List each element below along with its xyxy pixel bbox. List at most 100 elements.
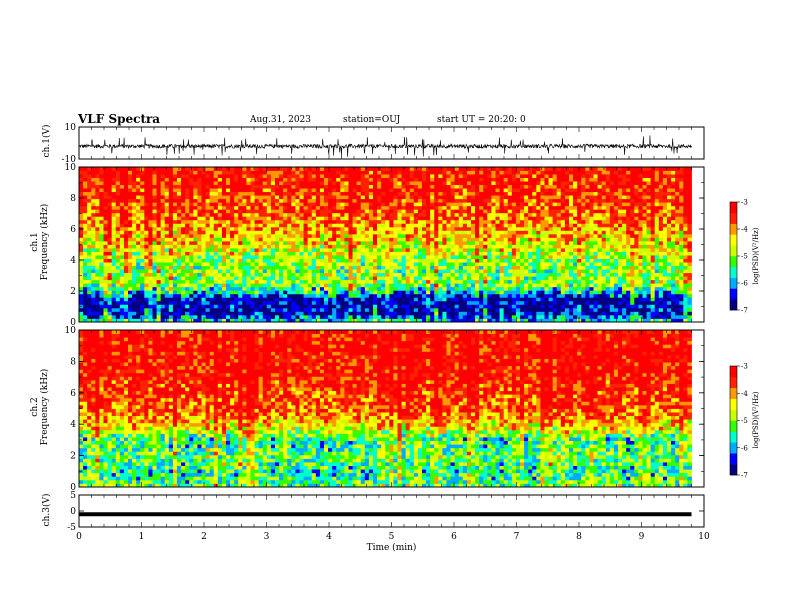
spectrogram-cell bbox=[385, 272, 390, 277]
spectrogram-cell bbox=[213, 255, 219, 259]
spectrogram-cell bbox=[115, 307, 121, 312]
spectrogram-cell bbox=[91, 244, 96, 249]
spectrogram-cell bbox=[83, 300, 88, 305]
spectrogram-cell bbox=[377, 300, 382, 305]
spectrogram-cell bbox=[205, 258, 211, 263]
spectrogram-cell bbox=[258, 297, 264, 302]
spectrogram-cell bbox=[193, 248, 198, 252]
spectrogram-cell bbox=[373, 244, 378, 249]
spectrogram-cell bbox=[242, 195, 247, 200]
spectrogram-cell bbox=[103, 318, 108, 323]
spectrogram-cell bbox=[458, 240, 464, 245]
spectrogram-cell bbox=[83, 318, 88, 323]
spectrogram-cell bbox=[520, 293, 525, 298]
spectrogram-cell bbox=[103, 258, 108, 263]
spectrogram-cell bbox=[160, 307, 166, 312]
spectrogram-cell bbox=[348, 293, 353, 298]
spectrogram-cell bbox=[123, 258, 129, 263]
spectrogram-cell bbox=[270, 293, 276, 298]
spectrogram-cell bbox=[471, 279, 476, 284]
spectrogram-cell bbox=[340, 244, 345, 249]
spectrogram-cell bbox=[107, 191, 113, 196]
spectrogram-cell bbox=[332, 226, 337, 231]
spectrogram-cell bbox=[528, 311, 533, 316]
spectrogram-cell bbox=[205, 265, 211, 270]
spectrogram-cell bbox=[520, 167, 525, 171]
spectrogram-cell bbox=[397, 181, 402, 186]
spectrogram-cell bbox=[466, 279, 472, 284]
spectrogram-cell bbox=[377, 212, 382, 217]
spectrogram-cell bbox=[144, 300, 149, 305]
spectrogram-cell bbox=[181, 198, 186, 203]
spectrogram-cell bbox=[356, 174, 362, 178]
spectrogram-cell bbox=[475, 188, 480, 193]
spectrogram-cell bbox=[483, 198, 488, 203]
spectrogram-cell bbox=[475, 195, 480, 200]
spectrogram-cell bbox=[495, 223, 500, 228]
spectrogram-cell bbox=[279, 226, 284, 231]
spectrogram-cell bbox=[95, 279, 100, 284]
spectrogram-cell bbox=[413, 297, 419, 302]
spectrogram-cell bbox=[262, 283, 268, 288]
spectrogram-cell bbox=[495, 198, 500, 203]
spectrogram-cell bbox=[99, 195, 104, 200]
spectrogram-cell bbox=[483, 233, 488, 238]
spectrogram-cell bbox=[479, 237, 484, 242]
spectrogram-cell bbox=[287, 209, 292, 214]
spectrogram-cell bbox=[123, 286, 129, 291]
spectrogram-cell bbox=[201, 226, 206, 231]
spectrogram-cell bbox=[434, 283, 439, 288]
spectrogram-cell bbox=[79, 244, 84, 249]
spectrogram-cell bbox=[303, 184, 309, 189]
spectrogram-cell bbox=[156, 216, 162, 221]
spectrogram-cell bbox=[132, 283, 137, 288]
spectrogram-cell bbox=[507, 276, 513, 281]
spectrogram-cell bbox=[172, 195, 178, 200]
spectrogram-cell bbox=[197, 286, 202, 291]
spectrogram-cell bbox=[91, 188, 96, 193]
spectrogram-cell bbox=[319, 276, 325, 281]
spectrogram-cell bbox=[438, 300, 443, 305]
spectrogram-cell bbox=[123, 202, 129, 207]
spectrogram-cell bbox=[136, 265, 141, 270]
spectrogram-cell bbox=[168, 240, 174, 245]
spectrogram-cell bbox=[430, 202, 435, 207]
spectrogram-cell bbox=[528, 286, 533, 291]
spectrogram-cell bbox=[487, 265, 492, 270]
spectrogram-cell bbox=[91, 258, 96, 263]
spectrogram-cell bbox=[95, 184, 100, 189]
spectrogram-cell bbox=[442, 212, 447, 217]
spectrogram-cell bbox=[458, 205, 464, 210]
spectrogram-cell bbox=[397, 311, 402, 316]
spectrogram-cell bbox=[479, 265, 484, 270]
spectrogram-cell bbox=[336, 170, 341, 175]
spectrogram-cell bbox=[393, 212, 398, 217]
spectrogram-cell bbox=[307, 223, 313, 228]
spectrogram-cell bbox=[123, 216, 129, 221]
spectrogram-cell bbox=[79, 188, 84, 193]
spectrogram-cell bbox=[103, 300, 108, 305]
spectrogram-cell bbox=[328, 290, 333, 295]
spectrogram-cell bbox=[209, 167, 215, 171]
spectrogram-cell bbox=[466, 219, 472, 224]
spectrogram-cell bbox=[160, 191, 166, 196]
spectrogram-cell bbox=[340, 255, 345, 259]
spectrogram-cell bbox=[528, 251, 533, 256]
spectrogram-cell bbox=[303, 167, 309, 171]
spectrogram-cell bbox=[462, 195, 468, 200]
spectrogram-cell bbox=[499, 177, 505, 182]
spectrogram-cell bbox=[266, 226, 272, 231]
spectrogram-cell bbox=[189, 177, 194, 182]
spectrogram-cell bbox=[422, 255, 427, 259]
spectrogram-cell bbox=[479, 297, 484, 302]
spectrogram-cell bbox=[324, 272, 329, 277]
spectrogram-cell bbox=[254, 202, 260, 207]
spectrogram-cell bbox=[136, 279, 141, 284]
spectrogram-cell bbox=[389, 304, 394, 309]
spectrogram-cell bbox=[87, 177, 92, 182]
spectrogram-cell bbox=[458, 258, 464, 263]
spectrogram-cell bbox=[328, 191, 333, 196]
spectrogram-cell bbox=[193, 314, 198, 319]
spectrogram-cell bbox=[413, 226, 419, 231]
spectrogram-cell bbox=[291, 195, 296, 200]
